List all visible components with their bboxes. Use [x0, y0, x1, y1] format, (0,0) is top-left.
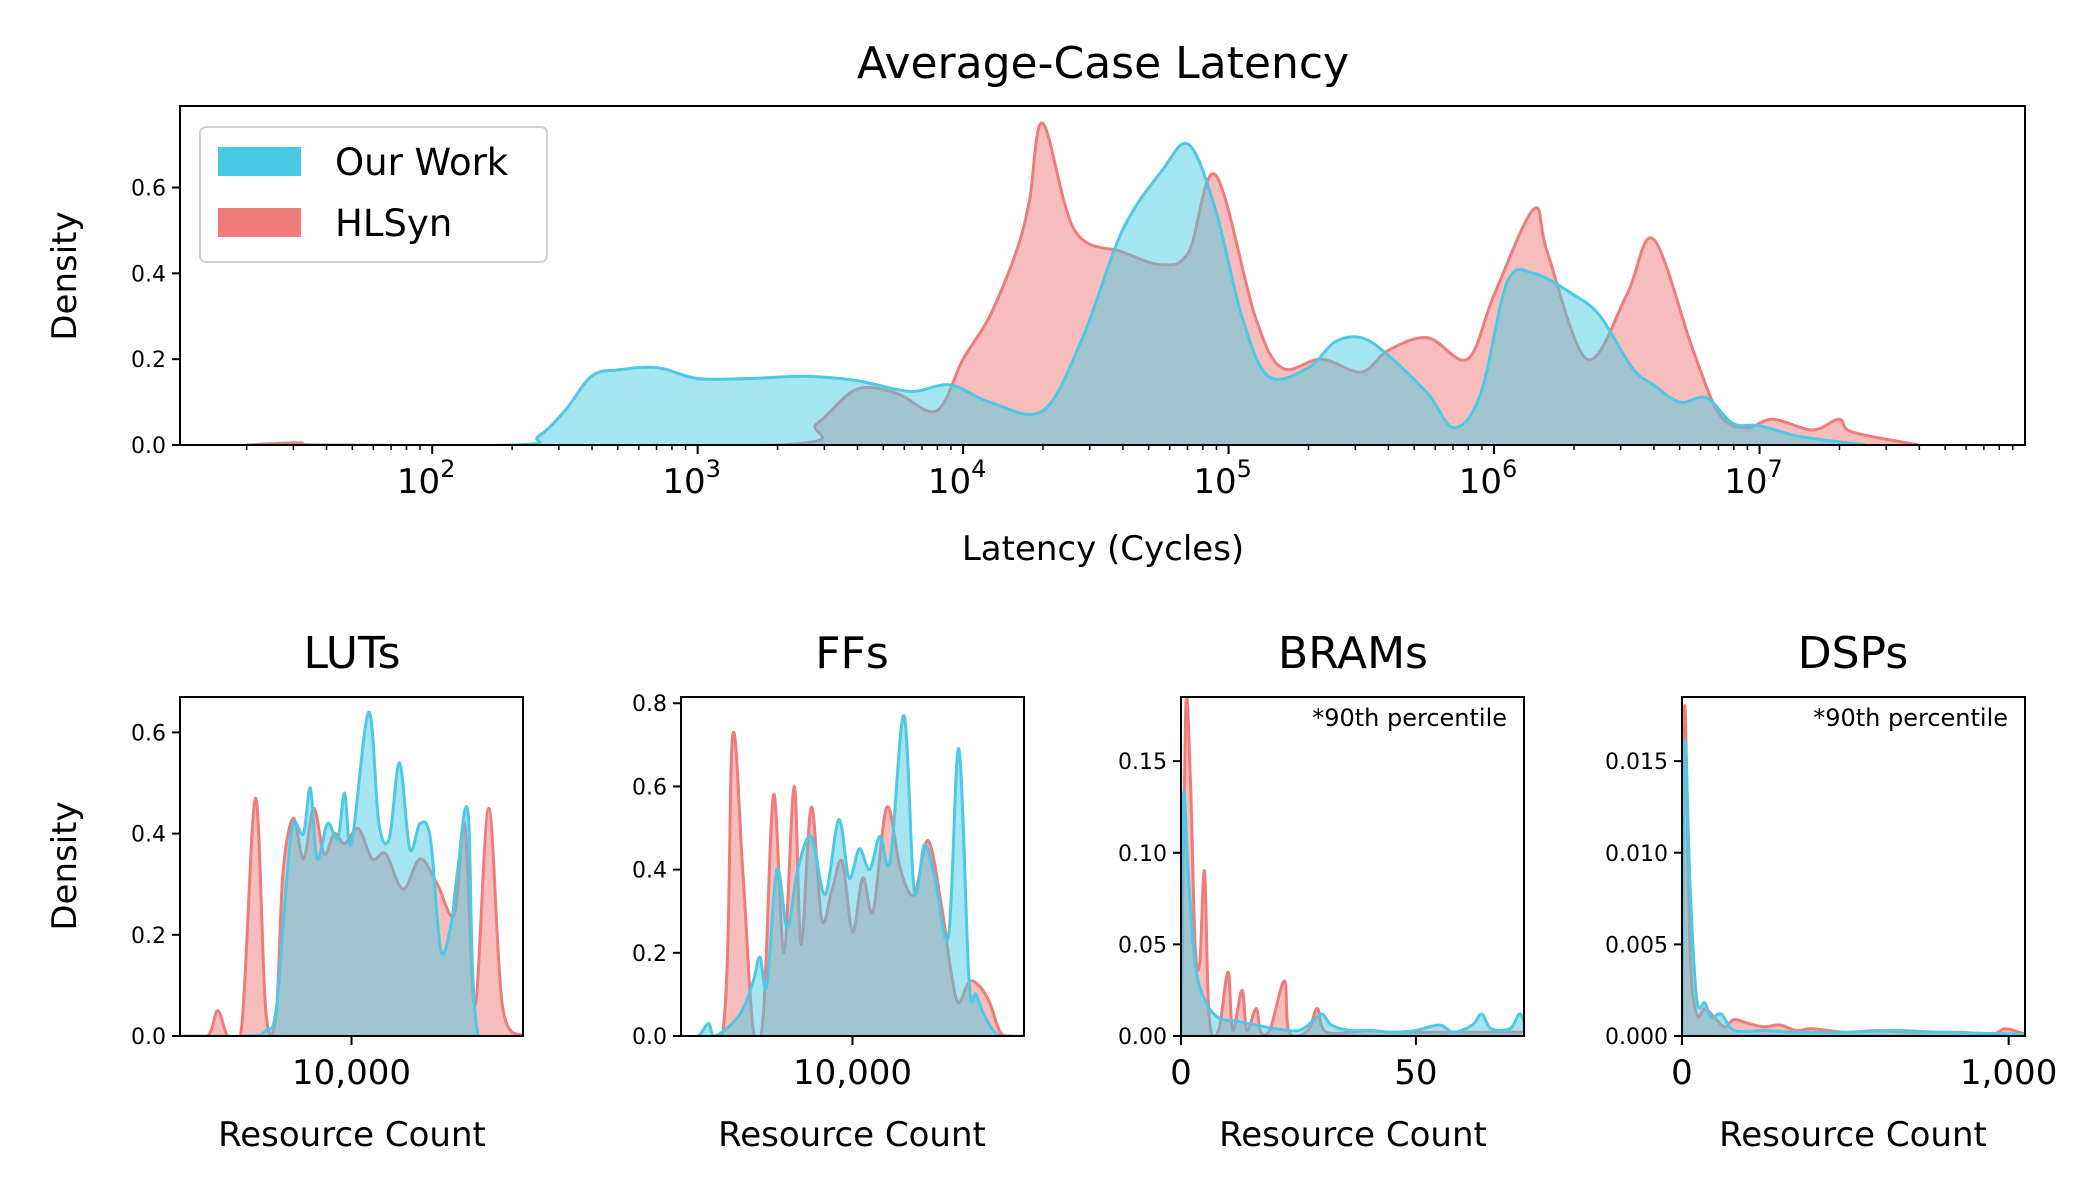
- dsps-axes-frame: [1681, 696, 2026, 1037]
- brams-y-tick-label: 0.15: [1118, 750, 1167, 775]
- latency-x-tick-label: 105: [1193, 455, 1252, 502]
- dsps-panel: DSPs 0.000 0.005 0.010 0.015 0 1,000 *90th pe…: [1605, 628, 2057, 1155]
- brams-hlsyn-area: [1181, 697, 1524, 1036]
- ffs-y-tick-label: 0.2: [632, 942, 667, 967]
- latency-x-label: Latency (Cycles): [962, 529, 1244, 569]
- latency-y-tick-label: 0.2: [131, 348, 166, 373]
- latency-y-tick-label: 0.4: [131, 262, 166, 287]
- ffs-ticks: 0.0 0.2 0.4 0.6 0.8 10,000: [632, 692, 912, 1093]
- ffs-panel: FFs 0.0 0.2 0.4 0.6 0.8 10,000 Resource Count: [632, 628, 1025, 1155]
- legend-label-hlsyn: HLSyn: [335, 202, 452, 245]
- ffs-title: FFs: [815, 628, 889, 679]
- luts-x-label: Resource Count: [218, 1115, 486, 1155]
- brams-y-tick-label: 0.05: [1118, 933, 1167, 958]
- dsps-our-work-area: [1682, 739, 2025, 1036]
- luts-our-work-line: [180, 710, 523, 1036]
- ffs-y-tick-label: 0.8: [632, 692, 667, 717]
- brams-our-work-area: [1181, 791, 1524, 1036]
- luts-our-work-area: [180, 712, 523, 1036]
- luts-panel: LUTs 0.0 0.2 0.4 0.6 10,000 Resource Count D…: [45, 628, 524, 1155]
- ffs-y-tick-label: 0.0: [632, 1025, 667, 1050]
- latency-y-tick-label: 0.6: [131, 177, 166, 202]
- latency-x-tick-label: 102: [397, 455, 456, 502]
- latency-x-tick-label: 107: [1724, 455, 1783, 502]
- legend-label-our-work: Our Work: [335, 141, 509, 184]
- brams-title: BRAMs: [1278, 628, 1428, 679]
- luts-plot-area: [180, 710, 523, 1036]
- brams-axes-frame: [1180, 696, 1525, 1037]
- brams-x-tick-label: 50: [1394, 1053, 1437, 1093]
- dsps-our-work-line: [1682, 738, 2025, 1036]
- dsps-y-tick-label: 0.010: [1605, 842, 1668, 867]
- latency-y-tick-label: 0.0: [131, 434, 166, 459]
- latency-title: Average-Case Latency: [857, 38, 1349, 89]
- dsps-plot-area: [1682, 704, 2025, 1036]
- luts-ticks: 0.0 0.2 0.4 0.6 10,000: [131, 721, 411, 1093]
- brams-panel: BRAMs 0.00 0.05 0.10 0.15 0 50 *90th percenti…: [1118, 628, 1525, 1155]
- latency-our-work-line: [246, 141, 1866, 445]
- dsps-title: DSPs: [1798, 628, 1909, 679]
- legend-swatch-our-work: [218, 147, 301, 176]
- latency-x-tick-label: 106: [1459, 455, 1518, 502]
- latency-panel: Average-Case Latency 0.0 0.2 0.4 0.6 102 103 1…: [45, 38, 2026, 569]
- luts-x-tick-label: 10,000: [292, 1053, 411, 1093]
- brams-y-tick-label: 0.10: [1118, 842, 1167, 867]
- brams-x-tick-label: 0: [1170, 1053, 1192, 1093]
- dsps-x-tick-label: 0: [1671, 1053, 1693, 1093]
- luts-y-tick-label: 0.2: [131, 924, 166, 949]
- luts-y-label: Density: [45, 801, 85, 930]
- legend: Our Work HLSyn: [199, 126, 548, 263]
- latency-y-label: Density: [45, 211, 85, 340]
- ffs-our-work-line: [681, 714, 1024, 1036]
- dsps-y-tick-label: 0.000: [1605, 1025, 1668, 1050]
- latency-plot-area: [246, 121, 1920, 445]
- ffs-x-tick-label: 10,000: [793, 1053, 912, 1093]
- dsps-percentile-note: *90th percentile: [1813, 704, 2008, 732]
- ffs-plot-area: [681, 714, 1024, 1036]
- luts-title: LUTs: [303, 628, 400, 679]
- luts-y-tick-label: 0.0: [131, 1025, 166, 1050]
- luts-y-tick-label: 0.6: [131, 721, 166, 746]
- ffs-y-tick-label: 0.6: [632, 775, 667, 800]
- latency-axes-frame: [179, 105, 2026, 446]
- brams-plot-area: [1181, 697, 1524, 1036]
- latency-x-tick-label: 103: [662, 455, 721, 502]
- latency-our-work-area: [246, 143, 1866, 445]
- brams-y-tick-label: 0.00: [1118, 1025, 1167, 1050]
- brams-x-label: Resource Count: [1219, 1115, 1487, 1155]
- brams-percentile-note: *90th percentile: [1312, 704, 1507, 732]
- ffs-x-label: Resource Count: [718, 1115, 986, 1155]
- dsps-hlsyn-line: [1682, 704, 2025, 1036]
- dsps-ticks: 0.000 0.005 0.010 0.015 0 1,000: [1605, 750, 2057, 1093]
- brams-our-work-line: [1181, 790, 1524, 1036]
- legend-swatch-hlsyn: [218, 208, 301, 237]
- ffs-y-tick-label: 0.4: [632, 859, 667, 884]
- dsps-y-tick-label: 0.015: [1605, 750, 1668, 775]
- dsps-x-label: Resource Count: [1719, 1115, 1987, 1155]
- brams-hlsyn-line: [1181, 697, 1524, 1036]
- latency-x-tick-label: 104: [928, 455, 987, 502]
- brams-ticks: 0.00 0.05 0.10 0.15 0 50: [1118, 750, 1438, 1093]
- dsps-x-tick-label: 1,000: [1960, 1053, 2057, 1093]
- dsps-y-tick-label: 0.005: [1605, 933, 1668, 958]
- luts-y-tick-label: 0.4: [131, 823, 166, 848]
- dsps-hlsyn-area: [1682, 705, 2025, 1036]
